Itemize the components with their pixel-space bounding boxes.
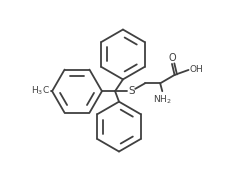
Text: O: O <box>168 53 176 63</box>
Text: H$_3$C: H$_3$C <box>31 85 50 97</box>
Text: OH: OH <box>189 65 203 74</box>
Text: NH$_2$: NH$_2$ <box>154 93 172 106</box>
Text: S: S <box>128 86 135 96</box>
